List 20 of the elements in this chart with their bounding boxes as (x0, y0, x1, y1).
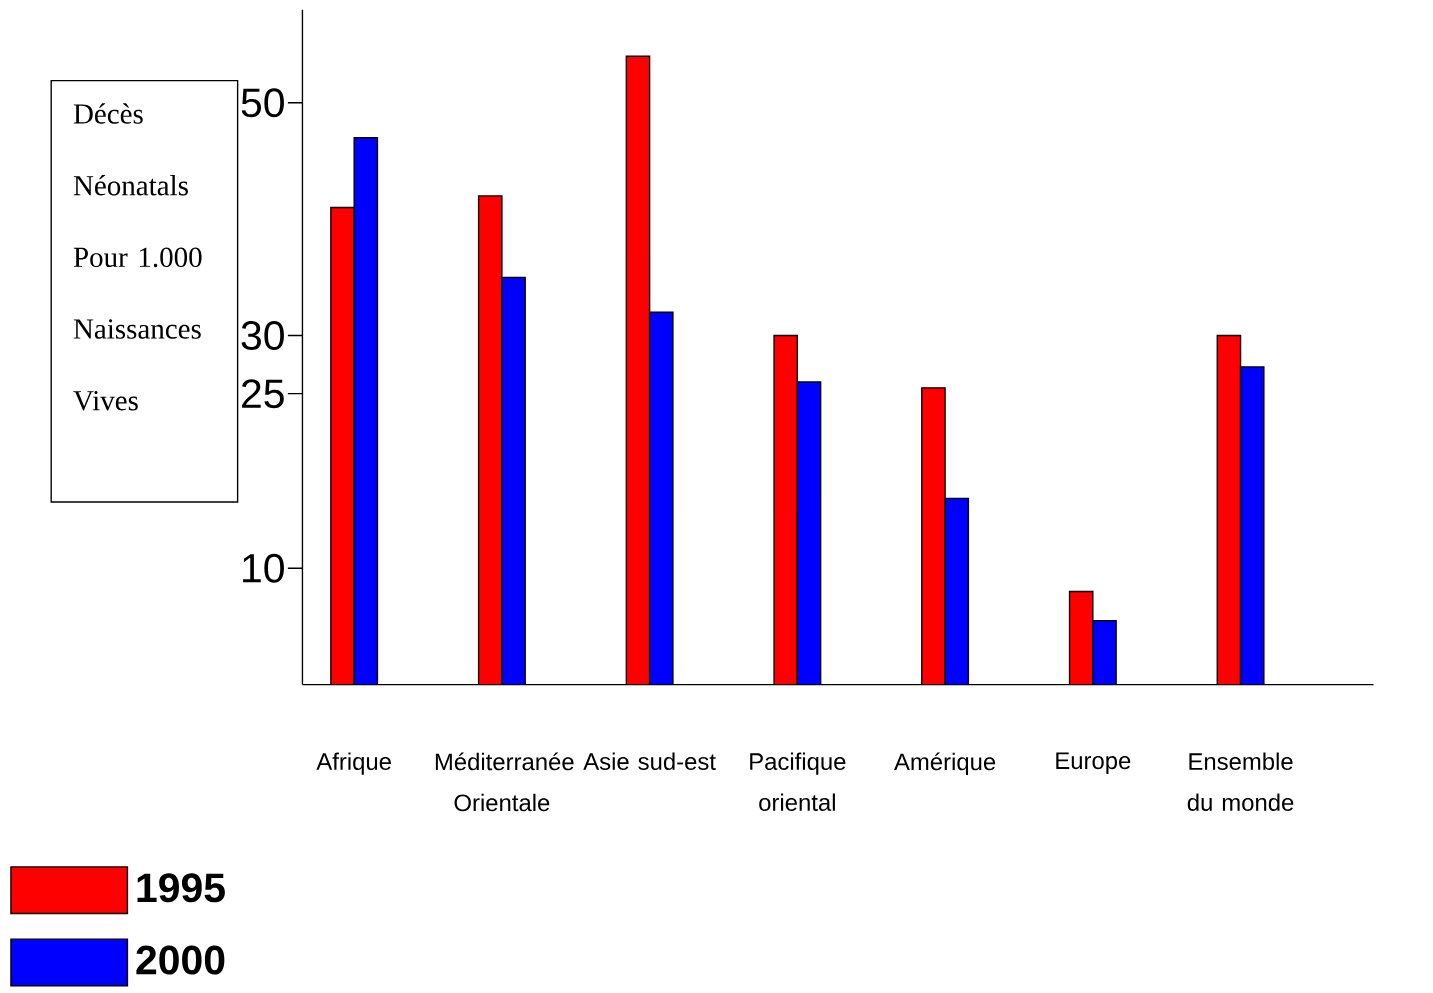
bar (1239, 366, 1265, 685)
y-tick-label: 10 (243, 553, 284, 583)
y-tick-label: 50 (241, 88, 284, 118)
x-tick-label: Asie sud-est (583, 752, 716, 770)
text: Décès Néonatals Pour 1.000 Naissances Vives (73, 103, 202, 411)
legend-label: 1995 (137, 873, 225, 903)
x-tick-label: Amérique (894, 752, 996, 775)
bar (648, 311, 674, 685)
bar (353, 136, 379, 685)
x-tick-label: Afrique (316, 752, 391, 775)
legend-label: 2000 (136, 945, 225, 975)
bar (501, 276, 526, 685)
bar (944, 497, 970, 685)
bar (796, 381, 822, 685)
x-tick-label: Méditerranée Orientale (435, 752, 574, 812)
y-tick-label: 30 (241, 320, 284, 350)
y-tick-label: 25 (242, 379, 284, 409)
x-tick-label: Ensemble du monde (1187, 752, 1294, 811)
x-tick-label: Europe (1056, 752, 1131, 774)
x-tick-label: Pacifique oriental (750, 752, 846, 811)
